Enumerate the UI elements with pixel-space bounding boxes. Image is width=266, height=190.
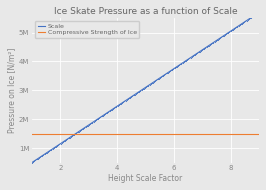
Scale: [238, 24, 241, 26]
Scale: [91, 121, 94, 124]
Scale: [40, 155, 43, 158]
Scale: [73, 133, 76, 136]
X-axis label: Height Scale Factor: Height Scale Factor: [109, 174, 183, 183]
Scale: [246, 19, 249, 21]
Line: Scale: Scale: [31, 12, 260, 163]
Scale: [30, 161, 34, 164]
Scale: [257, 11, 261, 13]
Scale: [44, 152, 47, 155]
Title: Ice Skate Pressure as a function of Scale: Ice Skate Pressure as a function of Scal…: [54, 7, 237, 16]
Y-axis label: Pressure on Ice [N/m²]: Pressure on Ice [N/m²]: [7, 48, 16, 133]
Legend: Scale, Compressive Strength of Ice: Scale, Compressive Strength of Ice: [35, 21, 139, 38]
